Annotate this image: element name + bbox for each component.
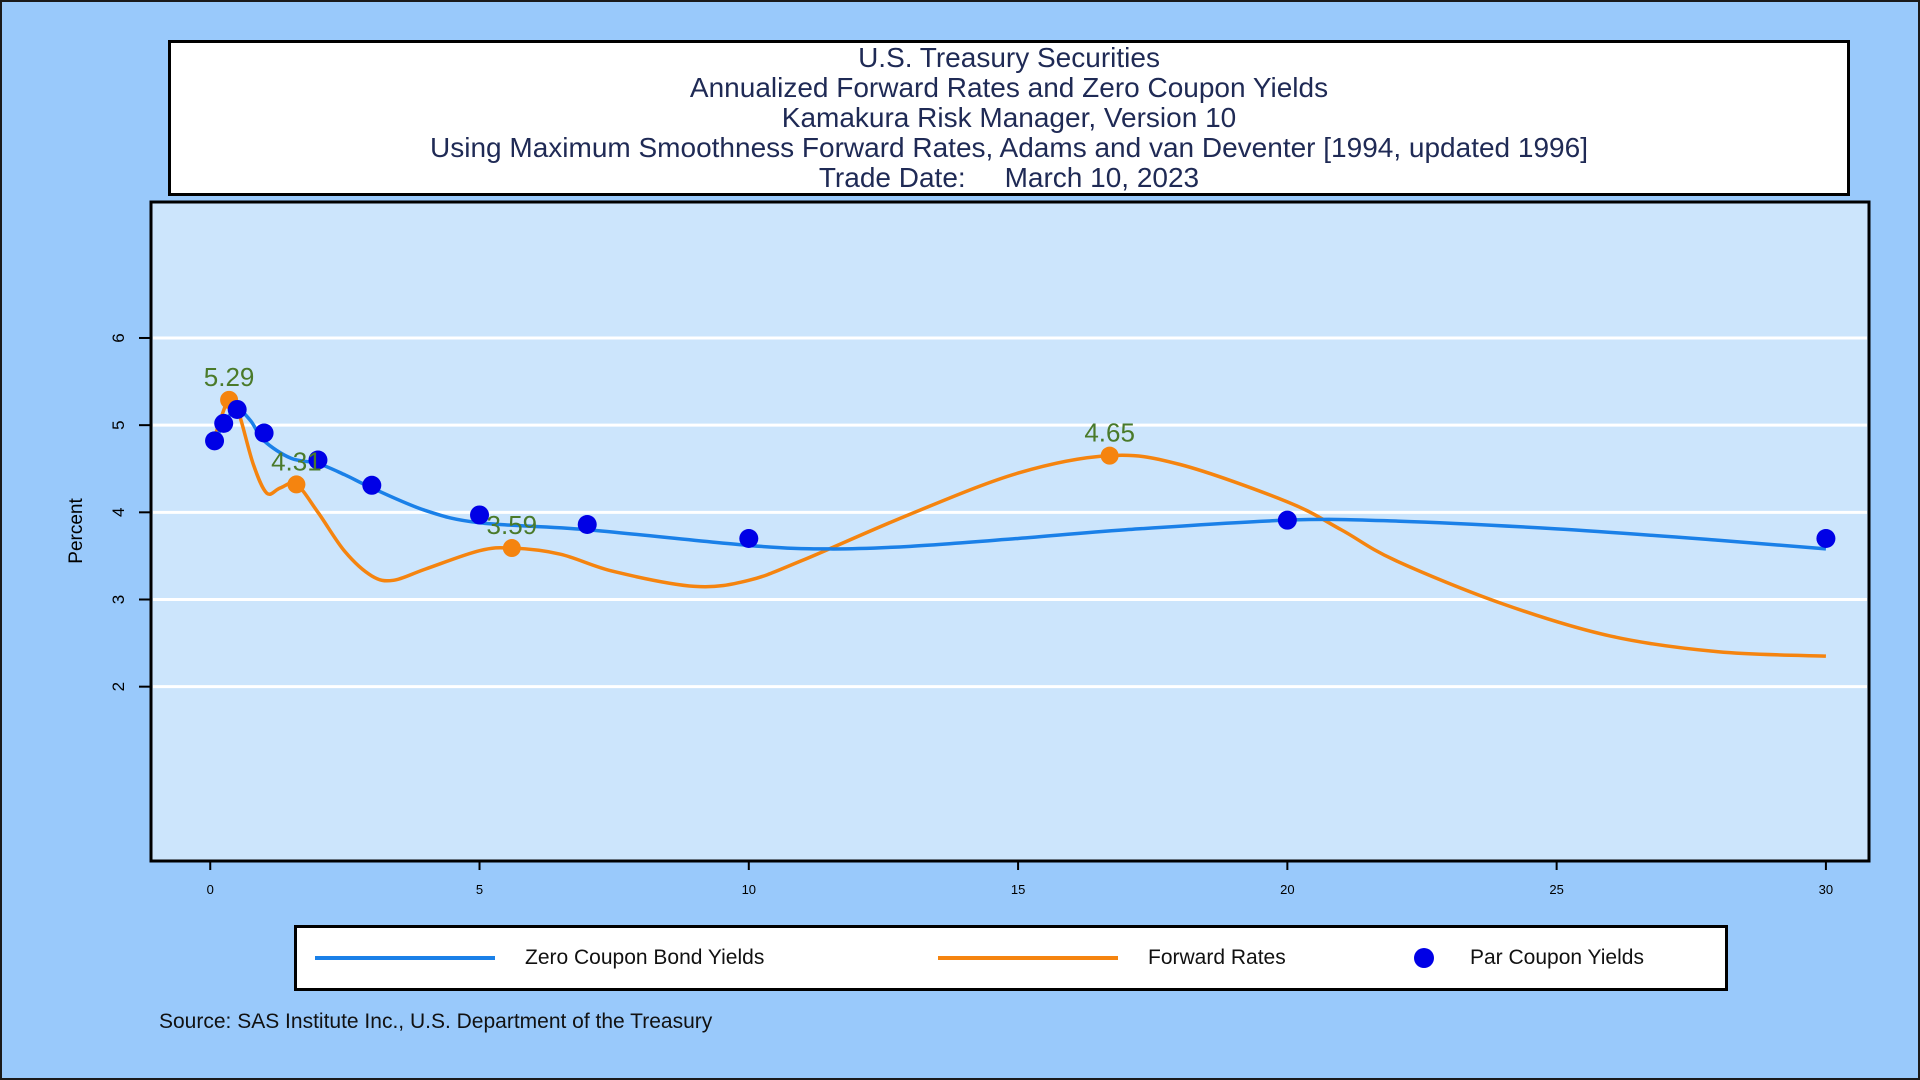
y-axis-label: Percent — [66, 498, 87, 564]
axes: 2 3 4 5 6 0 5 10 15 20 25 30 — [109, 333, 1833, 897]
source-note: Source: SAS Institute Inc., U.S. Departm… — [159, 1010, 713, 1033]
forward-rate-highlight-point — [287, 475, 306, 494]
forward-rate-data-label: 4.31 — [271, 446, 322, 476]
par-coupon-point — [308, 450, 328, 470]
y-tick-label: 3 — [109, 595, 128, 604]
par-coupon-point — [739, 528, 759, 548]
par-coupon-point — [362, 475, 382, 495]
legend: Zero Coupon Bond Yields Forward Rates Pa… — [294, 925, 1728, 991]
par-coupon-point — [1816, 528, 1836, 548]
y-tick-label: 4 — [109, 508, 128, 517]
chart-title-box: U.S. Treasury Securities Annualized Forw… — [168, 40, 1850, 196]
legend-swatch-par — [1414, 948, 1434, 968]
y-tick-label: 2 — [109, 682, 128, 691]
forward-rate-highlight-point — [502, 539, 521, 558]
y-tick-label: 5 — [109, 420, 128, 429]
legend-item-par: Par Coupon Yields — [1414, 928, 1644, 988]
forward-rate-data-label: 4.65 — [1084, 418, 1135, 448]
title-line-5: Trade Date: March 10, 2023 — [818, 162, 1200, 193]
x-tick-label: 20 — [1280, 882, 1294, 897]
data-labels: 5.29 4.31 3.59 4.65 — [204, 362, 1135, 540]
title-line-1: U.S. Treasury Securities — [858, 42, 1160, 73]
title-line-3: Kamakura Risk Manager, Version 10 — [781, 102, 1237, 133]
grid-lines — [153, 336, 1867, 689]
x-tick-label: 10 — [742, 882, 756, 897]
par-coupon-point — [227, 399, 247, 419]
title-line-4: Using Maximum Smoothness Forward Rates, … — [430, 132, 1588, 163]
par-coupon-point — [577, 515, 597, 535]
y-tick-label: 6 — [109, 333, 128, 342]
legend-swatch-forward — [938, 956, 1118, 960]
par-coupon-point — [470, 505, 490, 525]
forward-rate-highlight-point — [1100, 446, 1119, 465]
x-tick-label: 25 — [1549, 882, 1563, 897]
legend-item-forward: Forward Rates — [938, 928, 1286, 988]
legend-label-par: Par Coupon Yields — [1470, 946, 1644, 969]
par-coupon-point — [1277, 510, 1297, 530]
data-points — [205, 390, 1836, 558]
par-coupon-point — [214, 413, 234, 433]
par-coupon-point — [205, 431, 225, 451]
par-coupon-point — [254, 423, 274, 443]
x-tick-label: 5 — [476, 882, 483, 897]
x-tick-label: 15 — [1011, 882, 1025, 897]
legend-swatch-zero-coupon — [315, 956, 495, 960]
x-tick-label: 30 — [1819, 882, 1833, 897]
forward-rate-data-label: 3.59 — [487, 510, 538, 540]
title-line-2: Annualized Forward Rates and Zero Coupon… — [689, 72, 1329, 103]
legend-label-zero-coupon: Zero Coupon Bond Yields — [525, 946, 765, 969]
x-tick-label: 0 — [207, 882, 214, 897]
series-forward-rates-line — [213, 396, 1826, 658]
forward-rate-data-label: 5.29 — [204, 362, 255, 392]
legend-label-forward: Forward Rates — [1148, 946, 1286, 969]
legend-item-zero-coupon: Zero Coupon Bond Yields — [315, 928, 764, 988]
